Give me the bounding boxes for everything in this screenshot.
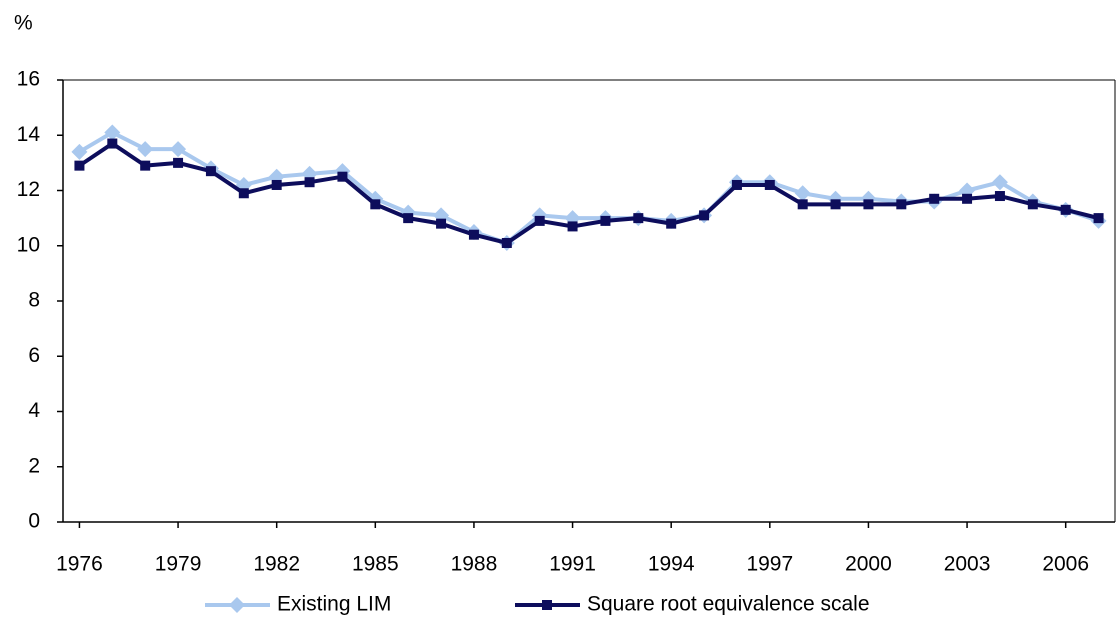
- y-tick-label: 6: [28, 344, 40, 367]
- data-point: [699, 210, 710, 221]
- data-point: [170, 141, 187, 158]
- data-point: [600, 215, 611, 226]
- x-tick-label: 2006: [1042, 553, 1089, 576]
- data-point: [929, 193, 940, 204]
- data-point: [304, 177, 315, 188]
- x-tick-label: 1982: [253, 553, 300, 576]
- data-point: [962, 193, 973, 204]
- data-point: [238, 188, 249, 199]
- x-tick-label: 1997: [746, 553, 793, 576]
- y-tick-label: 0: [28, 510, 40, 533]
- y-tick-label: 14: [17, 123, 41, 146]
- x-tick-label: 1976: [56, 553, 103, 576]
- data-point: [337, 171, 348, 182]
- data-point: [666, 218, 677, 229]
- y-tick-label: 12: [17, 178, 40, 201]
- data-point: [74, 160, 85, 171]
- data-point: [994, 191, 1005, 202]
- y-tick-label: 16: [17, 68, 40, 91]
- x-tick-label: 1991: [549, 553, 596, 576]
- data-point: [1093, 213, 1104, 224]
- data-point: [764, 179, 775, 190]
- legend-label: Square root equivalence scale: [587, 593, 870, 616]
- x-tick-label: 1994: [648, 553, 695, 576]
- series-line: [78, 141, 1100, 245]
- data-point: [140, 160, 151, 171]
- data-point: [1060, 204, 1071, 215]
- data-point: [534, 215, 545, 226]
- legend-label: Existing LIM: [277, 593, 391, 616]
- data-point: [863, 199, 874, 210]
- x-tick-label: 1988: [451, 553, 498, 576]
- data-point: [731, 179, 742, 190]
- data-point: [991, 174, 1008, 191]
- data-point: [896, 199, 907, 210]
- x-tick-label: 2000: [845, 553, 892, 576]
- data-point: [403, 213, 414, 224]
- legend-marker: [229, 597, 245, 613]
- data-point: [468, 229, 479, 240]
- y-unit: %: [14, 12, 33, 35]
- y-tick-label: 2: [28, 454, 40, 477]
- data-point: [1027, 199, 1038, 210]
- data-point: [71, 143, 88, 160]
- data-point: [501, 237, 512, 248]
- data-point: [104, 124, 121, 141]
- data-point: [137, 141, 154, 158]
- data-point: [797, 199, 808, 210]
- data-point: [271, 179, 282, 190]
- legend-marker: [542, 600, 552, 610]
- y-tick-label: 10: [17, 233, 40, 256]
- y-tick-label: 4: [28, 399, 40, 422]
- data-point: [633, 213, 644, 224]
- data-point: [370, 199, 381, 210]
- x-tick-label: 2003: [944, 553, 991, 576]
- data-point: [436, 218, 447, 229]
- data-point: [107, 138, 118, 149]
- x-tick-label: 1979: [155, 553, 202, 576]
- data-point: [173, 157, 184, 168]
- data-point: [830, 199, 841, 210]
- data-point: [205, 166, 216, 177]
- data-point: [794, 185, 811, 202]
- data-point: [567, 221, 578, 232]
- y-tick-label: 8: [28, 289, 40, 312]
- x-tick-label: 1985: [352, 553, 399, 576]
